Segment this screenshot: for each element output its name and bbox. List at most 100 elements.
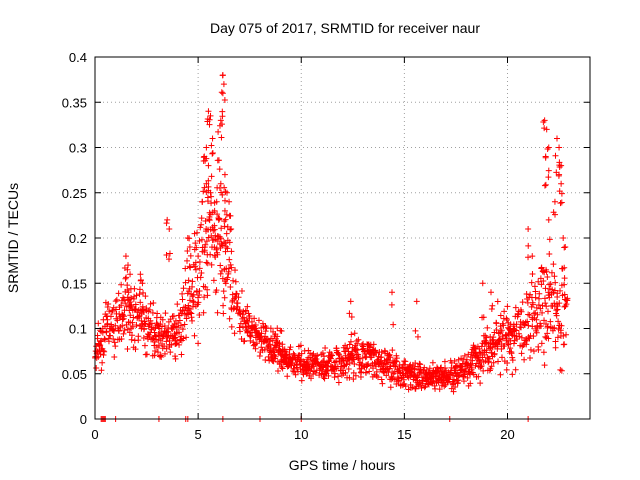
data-point bbox=[122, 275, 129, 282]
data-point bbox=[257, 334, 264, 341]
data-point bbox=[512, 366, 519, 373]
data-point bbox=[530, 333, 537, 340]
data-point bbox=[218, 189, 225, 196]
data-point bbox=[538, 322, 545, 329]
data-point bbox=[140, 334, 147, 341]
data-point bbox=[197, 274, 204, 281]
data-point bbox=[346, 341, 353, 348]
data-point bbox=[554, 334, 561, 341]
data-point bbox=[244, 303, 251, 310]
data-point bbox=[269, 337, 276, 344]
data-point bbox=[209, 135, 216, 142]
data-point bbox=[484, 324, 491, 331]
data-point bbox=[224, 274, 231, 281]
data-point bbox=[166, 337, 173, 344]
data-point bbox=[335, 373, 342, 380]
data-point bbox=[544, 330, 551, 337]
data-point bbox=[279, 341, 286, 348]
data-point bbox=[133, 321, 140, 328]
data-point bbox=[203, 189, 210, 196]
data-point bbox=[141, 342, 148, 349]
data-point bbox=[558, 367, 565, 374]
data-point bbox=[382, 361, 389, 368]
data-point bbox=[508, 350, 515, 357]
data-point bbox=[392, 357, 399, 364]
data-point bbox=[348, 314, 355, 321]
data-point bbox=[193, 289, 200, 296]
data-point bbox=[201, 294, 208, 301]
data-point bbox=[223, 211, 230, 218]
data-point bbox=[218, 225, 225, 232]
data-point bbox=[221, 207, 228, 214]
data-point bbox=[221, 171, 228, 178]
data-point bbox=[186, 263, 193, 270]
data-point bbox=[545, 144, 552, 151]
data-point bbox=[529, 323, 536, 330]
data-point bbox=[158, 353, 165, 360]
data-point bbox=[310, 363, 317, 370]
data-point bbox=[475, 373, 482, 380]
data-point bbox=[107, 313, 114, 320]
data-point bbox=[108, 323, 115, 330]
data-point bbox=[124, 326, 131, 333]
data-point bbox=[256, 352, 263, 359]
data-point bbox=[541, 317, 548, 324]
data-point bbox=[531, 283, 538, 290]
data-point bbox=[190, 291, 197, 298]
data-point bbox=[536, 290, 543, 297]
data-point bbox=[279, 365, 286, 372]
data-point bbox=[540, 277, 547, 284]
data-point bbox=[111, 339, 118, 346]
data-point bbox=[217, 180, 224, 187]
data-point bbox=[182, 265, 189, 272]
data-point bbox=[346, 310, 353, 317]
data-point bbox=[274, 368, 281, 375]
data-point bbox=[198, 269, 205, 276]
data-point bbox=[180, 285, 187, 292]
data-point bbox=[533, 316, 540, 323]
data-point bbox=[208, 261, 215, 268]
data-point bbox=[564, 297, 571, 304]
data-point bbox=[298, 350, 305, 357]
data-point bbox=[523, 341, 530, 348]
data-point bbox=[246, 312, 253, 319]
data-point bbox=[123, 274, 130, 281]
data-point bbox=[390, 321, 397, 328]
data-point bbox=[491, 350, 498, 357]
data-point bbox=[359, 354, 366, 361]
x-tick-label: 20 bbox=[500, 427, 514, 442]
data-point bbox=[185, 302, 192, 309]
data-point bbox=[320, 374, 327, 381]
data-point bbox=[556, 300, 563, 307]
data-point bbox=[181, 321, 188, 328]
data-point bbox=[438, 364, 445, 371]
data-point bbox=[544, 308, 551, 315]
data-point bbox=[222, 248, 229, 255]
data-point bbox=[509, 357, 516, 364]
data-point bbox=[204, 292, 211, 299]
data-point bbox=[552, 344, 559, 351]
data-point bbox=[133, 292, 140, 299]
data-point bbox=[352, 372, 359, 379]
x-tick-label: 10 bbox=[294, 427, 308, 442]
data-point bbox=[495, 337, 502, 344]
data-point bbox=[534, 311, 541, 318]
data-point bbox=[189, 278, 196, 285]
data-point bbox=[544, 323, 551, 330]
data-point bbox=[112, 343, 119, 350]
data-point bbox=[186, 244, 193, 251]
data-point bbox=[93, 365, 100, 372]
data-point bbox=[239, 311, 246, 318]
data-point bbox=[217, 117, 224, 124]
data-point bbox=[205, 108, 212, 115]
data-point bbox=[218, 235, 225, 242]
data-point bbox=[221, 294, 228, 301]
data-point bbox=[113, 296, 120, 303]
data-point bbox=[146, 306, 153, 313]
data-point bbox=[114, 317, 121, 324]
data-point bbox=[533, 329, 540, 336]
data-points-layer bbox=[92, 72, 571, 422]
data-point bbox=[538, 264, 545, 271]
data-point bbox=[335, 350, 342, 357]
data-point bbox=[187, 264, 194, 271]
